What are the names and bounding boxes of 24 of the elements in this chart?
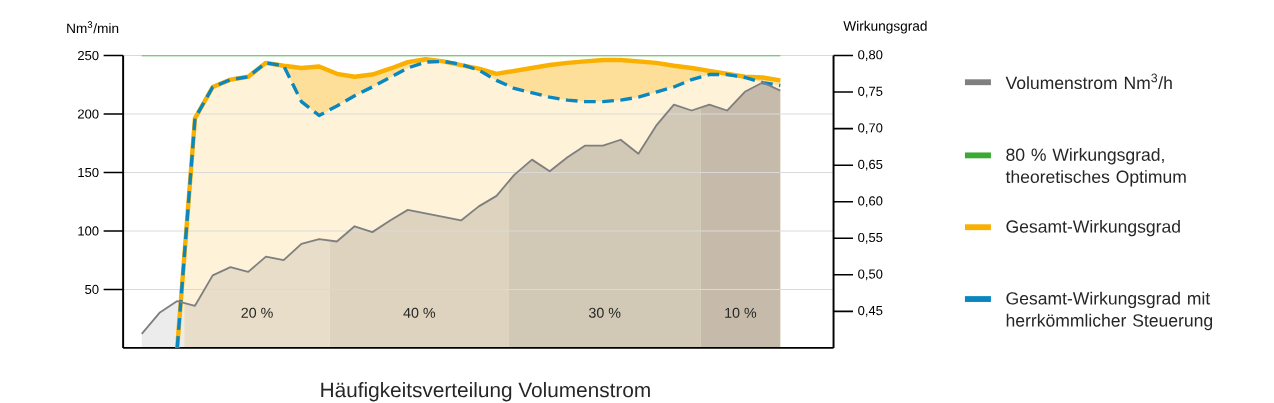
y-tick-label: 250 — [78, 50, 99, 60]
legend-label: Gesamt-Wirkungsgrad — [1006, 219, 1180, 237]
y2-tick-label: 0,60 — [858, 196, 883, 207]
annotation: 40 % — [403, 307, 436, 318]
annotation: 10 % — [725, 307, 757, 318]
y-tick-label: 150 — [78, 167, 99, 177]
y-tick-label: 50 — [85, 284, 99, 294]
y2-tick-label: 0,65 — [858, 159, 883, 171]
annotation: 20 % — [241, 307, 273, 318]
y2-axis-title: Wirkungsgrad — [843, 20, 927, 34]
annotation: 30 % — [588, 307, 621, 318]
y-tick-label: 100 — [78, 226, 99, 236]
y-tick-label: 200 — [78, 109, 99, 119]
y2-tick-label: 0,70 — [858, 123, 883, 134]
legend-label: Volumenstrom Nm$^{3}$/h — [1005, 73, 1172, 89]
y-axis-title: Nm$^{3}$/min — [67, 20, 119, 33]
x-axis-title: Häufigkeitsverteilung Volumenstrom — [321, 381, 650, 402]
y2-tick-label: 0,80 — [858, 49, 883, 61]
legend-label: 80 % Wirkungsgrad, theoretisches Optimum — [1005, 147, 1186, 187]
y2-tick-label: 0,45 — [858, 305, 883, 317]
y2-tick-label: 0,50 — [858, 269, 883, 280]
y2-tick-label: 0,75 — [858, 86, 883, 98]
legend-label: Gesamt-Wirkungsgrad mit herrkömmlicher Steuerung — [1006, 291, 1213, 330]
y2-tick-label: 0,55 — [858, 232, 883, 244]
